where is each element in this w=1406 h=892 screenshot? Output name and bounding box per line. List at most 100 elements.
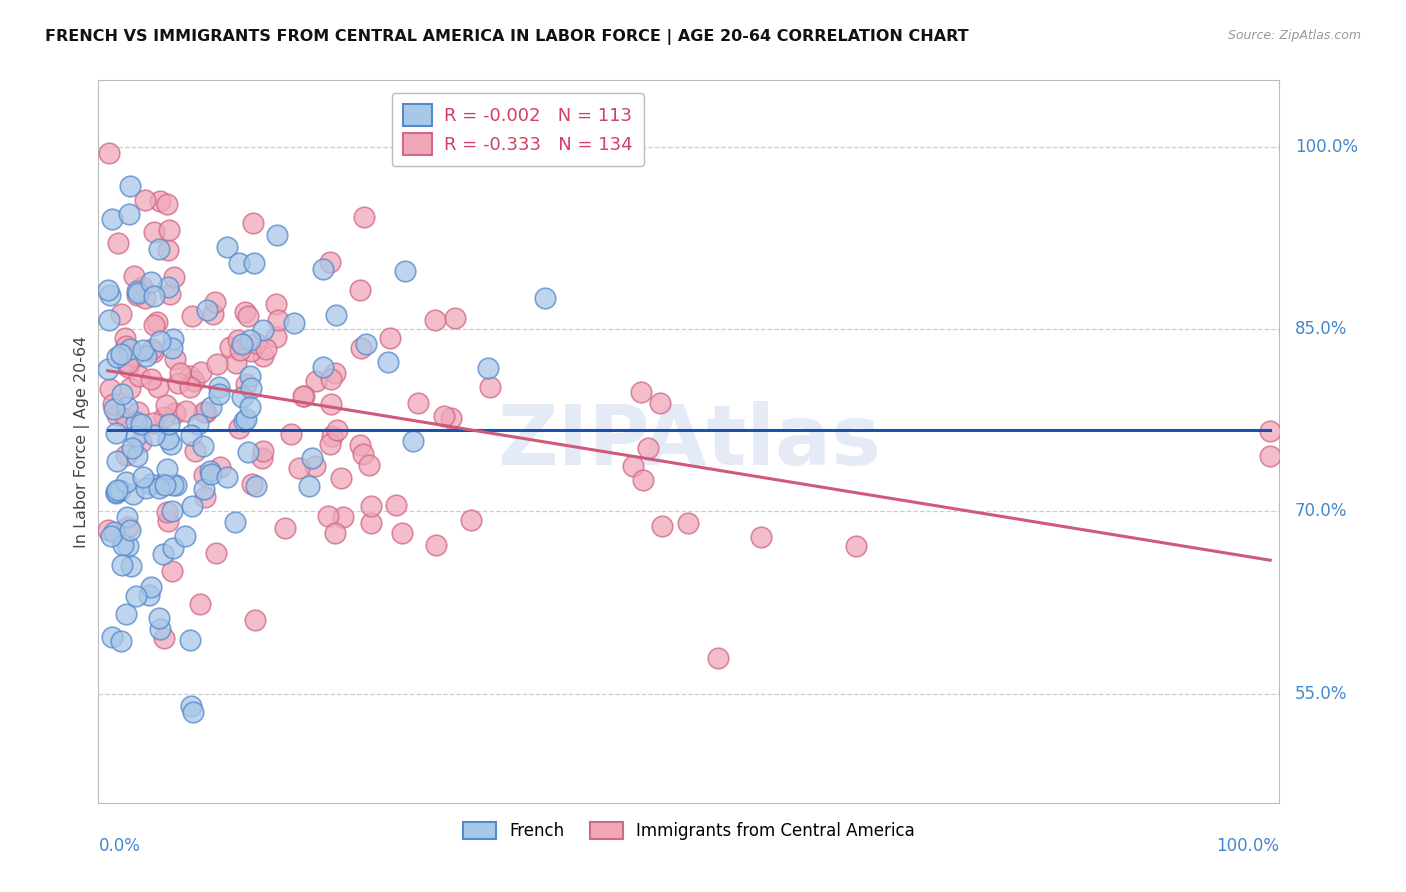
Point — [321, 429, 343, 443]
Text: 0.0%: 0.0% — [98, 838, 141, 855]
Point — [155, 398, 177, 412]
Point — [132, 470, 155, 484]
Point — [391, 525, 413, 540]
Point — [98, 288, 121, 302]
Point — [245, 335, 267, 350]
Point — [651, 518, 673, 533]
Point — [217, 239, 239, 253]
Point — [125, 415, 148, 429]
Point — [138, 588, 160, 602]
Point — [142, 345, 165, 359]
Point — [180, 427, 202, 442]
Point — [139, 477, 162, 491]
Point — [103, 401, 125, 416]
Point — [165, 351, 187, 366]
Point — [319, 397, 342, 411]
Point — [233, 304, 256, 318]
Point — [120, 559, 142, 574]
Point — [162, 332, 184, 346]
Point — [242, 216, 264, 230]
Point — [148, 380, 170, 394]
Point — [323, 526, 346, 541]
Point — [250, 450, 273, 465]
Point — [235, 412, 257, 426]
Point — [229, 343, 252, 358]
Point — [122, 350, 145, 364]
Point — [350, 341, 373, 355]
Point — [121, 441, 143, 455]
Point — [195, 303, 218, 318]
Point — [205, 546, 228, 560]
Point — [193, 439, 215, 453]
Point — [110, 307, 132, 321]
Point — [208, 380, 231, 394]
Point — [224, 515, 246, 529]
Point — [104, 485, 127, 500]
Point — [156, 505, 179, 519]
Point — [148, 242, 170, 256]
Point — [238, 309, 260, 323]
Point — [159, 287, 181, 301]
Point — [266, 228, 288, 243]
Point — [115, 510, 138, 524]
Point — [134, 291, 156, 305]
Point — [167, 376, 190, 390]
Point — [621, 458, 644, 473]
Point — [165, 478, 187, 492]
Point — [378, 331, 401, 345]
Point — [110, 634, 132, 648]
Point — [115, 339, 138, 353]
Point — [444, 310, 467, 325]
Point — [131, 279, 153, 293]
Point — [118, 207, 141, 221]
Point — [353, 210, 375, 224]
Point — [153, 631, 176, 645]
Point — [125, 288, 148, 302]
Point — [125, 429, 148, 443]
Point — [157, 279, 180, 293]
Point — [292, 389, 315, 403]
Point — [181, 499, 204, 513]
Point — [163, 270, 186, 285]
Point — [148, 611, 170, 625]
Point — [156, 461, 179, 475]
Point — [274, 520, 297, 534]
Point — [384, 498, 406, 512]
Point — [101, 630, 124, 644]
Point — [235, 377, 257, 392]
Point — [208, 386, 231, 401]
Point — [238, 444, 260, 458]
Point — [152, 547, 174, 561]
Point — [318, 255, 340, 269]
Point — [115, 448, 138, 462]
Point — [111, 538, 134, 552]
Point — [105, 483, 128, 497]
Point — [139, 580, 162, 594]
Point — [153, 410, 176, 425]
Point — [325, 308, 347, 322]
Point — [142, 416, 165, 430]
Point — [97, 145, 120, 160]
Point — [143, 289, 166, 303]
Point — [155, 478, 177, 492]
Point — [114, 331, 136, 345]
Point — [132, 343, 155, 357]
Point — [134, 193, 156, 207]
Point — [193, 404, 215, 418]
Point — [240, 477, 263, 491]
Point — [149, 194, 172, 209]
Point — [280, 426, 302, 441]
Point — [288, 461, 311, 475]
Text: 100.0%: 100.0% — [1295, 138, 1358, 156]
Point — [117, 359, 139, 374]
Point — [433, 409, 456, 423]
Point — [114, 411, 136, 425]
Point — [193, 482, 215, 496]
Point — [312, 359, 335, 374]
Point — [107, 236, 129, 251]
Point — [125, 449, 148, 463]
Point — [179, 380, 201, 394]
Point — [460, 513, 482, 527]
Point — [707, 650, 730, 665]
Point — [145, 315, 167, 329]
